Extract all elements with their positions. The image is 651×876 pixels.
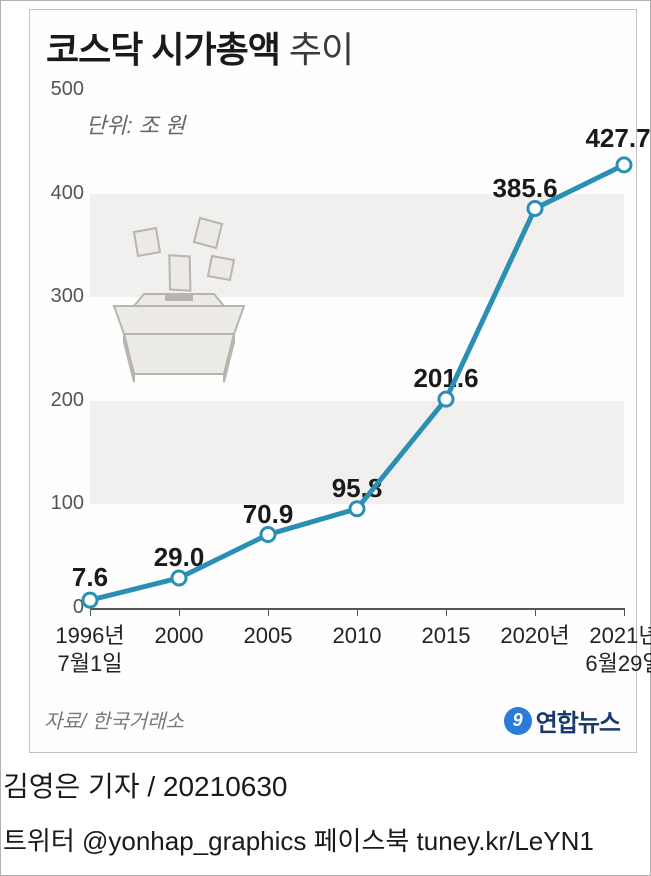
chart-panel: 코스닥 시가총액 추이 단위: 조 원 01002003004005001996…: [29, 9, 637, 753]
source-label: 자료/ 한국거래소: [44, 705, 184, 734]
x-tick-label: 2020년: [500, 622, 569, 650]
figure-container: 코스닥 시가총액 추이 단위: 조 원 01002003004005001996…: [0, 0, 651, 876]
title-light: 추이: [289, 29, 353, 70]
title-bold: 코스닥 시가총액: [46, 29, 280, 70]
logo-text: 연합뉴스: [536, 703, 620, 738]
logo-badge-icon: 9: [504, 707, 532, 735]
line-chart: 01002003004005001996년7월1일7.6200029.02005…: [40, 80, 628, 640]
x-tick-label: 2000: [155, 622, 204, 650]
x-tick-label: 2015: [422, 622, 471, 650]
x-tick-label: 2010: [333, 622, 382, 650]
x-tick-label: 2005: [244, 622, 293, 650]
chart-title: 코스닥 시가총액 추이: [46, 30, 353, 70]
line-series: [40, 80, 634, 618]
social-line: 트위터 @yonhap_graphics 페이스북 tuney.kr/LeYN1: [3, 821, 594, 858]
x-tick-label: 1996년7월1일: [55, 622, 124, 677]
byline: 김영은 기자 / 20210630: [3, 765, 288, 805]
x-tick-label: 2021년6월29일: [585, 622, 651, 677]
agency-logo: 9 연합뉴스: [504, 703, 620, 738]
